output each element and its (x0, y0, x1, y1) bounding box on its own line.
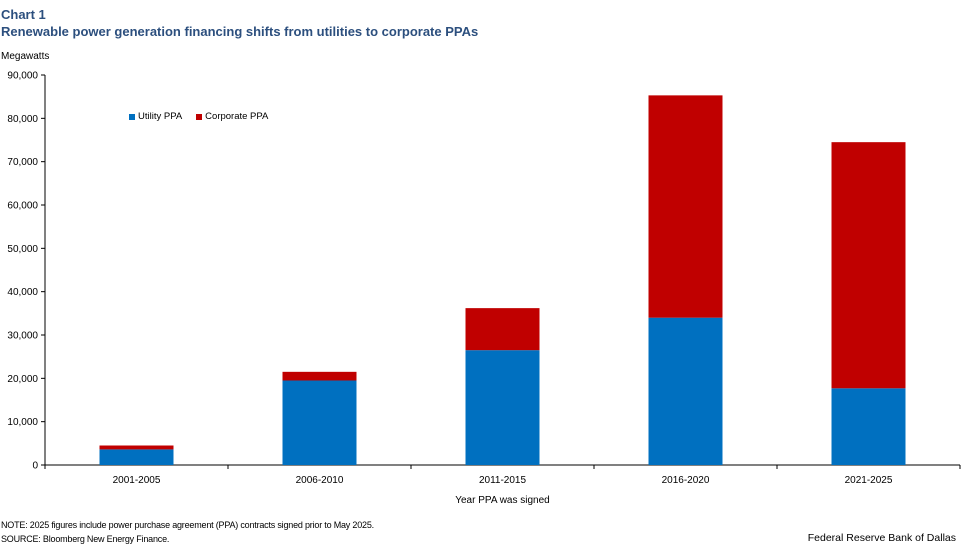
bar-corporate-ppa (831, 142, 906, 389)
y-tick-label: 80,000 (7, 114, 38, 125)
y-tick-label: 70,000 (7, 157, 38, 168)
y-tick-label: 10,000 (7, 417, 38, 428)
legend-label-corporate-ppa: Corporate PPA (205, 111, 269, 122)
legend-item-utility-ppa: Utility PPA (129, 111, 182, 122)
legend-swatch-utility-ppa (129, 113, 135, 120)
bar-corporate-ppa (282, 371, 357, 381)
chart-label: Chart 1 (1, 7, 46, 22)
bar-utility-ppa (282, 380, 357, 465)
x-tick-label: 2011-2015 (479, 475, 527, 486)
y-tick-label: 0 (32, 461, 38, 472)
legend-item-corporate-ppa: Corporate PPA (196, 111, 268, 122)
x-tick-label: 2016-2020 (662, 475, 710, 486)
credit-label: Federal Reserve Bank of Dallas (807, 532, 956, 544)
bar-utility-ppa (465, 350, 540, 465)
bar-utility-ppa (99, 449, 174, 465)
y-axis-unit-label: Megawatts (1, 51, 50, 62)
x-tick-label: 2006-2010 (296, 475, 344, 486)
y-tick-label: 60,000 (7, 201, 38, 212)
footnote-source: SOURCE: Bloomberg New Energy Finance. (1, 534, 170, 544)
legend-label-utility-ppa: Utility PPA (138, 111, 183, 122)
y-tick-label: 20,000 (7, 374, 38, 385)
legend-swatch-corporate-ppa (196, 113, 203, 120)
bar-corporate-ppa (648, 95, 723, 318)
bar-corporate-ppa (99, 445, 174, 450)
x-tick-label: 2021-2025 (845, 475, 893, 486)
footnote-note: NOTE: 2025 figures include power purchas… (1, 520, 374, 530)
chart-title: Renewable power generation financing shi… (1, 24, 479, 39)
y-tick-label: 30,000 (7, 331, 38, 342)
bar-utility-ppa (831, 388, 906, 465)
y-tick-label: 90,000 (7, 71, 38, 82)
x-tick-label: 2001-2005 (113, 475, 161, 486)
y-tick-label: 50,000 (7, 244, 38, 255)
bar-corporate-ppa (465, 308, 540, 351)
x-axis-title: Year PPA was signed (455, 495, 550, 506)
y-tick-label: 40,000 (7, 287, 38, 298)
chart-legend: Utility PPA Corporate PPA (129, 111, 282, 122)
bar-utility-ppa (648, 317, 723, 465)
